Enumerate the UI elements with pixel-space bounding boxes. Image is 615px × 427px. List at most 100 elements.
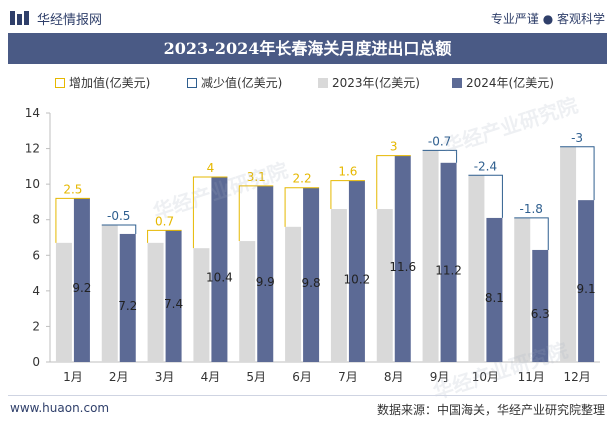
chart-legend: 增加值(亿美元) 减少值(亿美元) 2023年(亿美元) 2024年(亿美元): [0, 74, 615, 94]
change-label: 3: [390, 140, 398, 154]
legend-label-decrease: 减少值(亿美元): [201, 76, 283, 90]
y-tick-label: 14: [25, 106, 40, 120]
bar-2023: [55, 242, 72, 362]
change-bracket-increase: [284, 187, 320, 227]
value-label-2024: 11.6: [389, 260, 416, 274]
footer-divider: [8, 395, 607, 396]
change-label: 1.6: [338, 165, 357, 179]
value-label-2024: 9.8: [302, 276, 321, 290]
value-label-2024: 9.1: [577, 282, 596, 296]
brand-name: 华经情报网: [37, 13, 103, 28]
y-tick-label: 6: [32, 248, 40, 262]
change-label: 3.1: [247, 170, 266, 184]
change-label: 4: [207, 161, 215, 175]
change-bracket-increase: [55, 197, 90, 243]
bar-2023: [468, 175, 485, 362]
x-tick-label: 7月: [338, 370, 358, 384]
bar-2024: [119, 233, 136, 362]
y-tick-label: 2: [32, 319, 40, 333]
bar-2023: [330, 209, 347, 362]
change-label: -3: [571, 131, 583, 145]
value-label-2024: 10.4: [206, 271, 233, 285]
legend-label-increase: 增加值(亿美元): [69, 76, 151, 90]
top-bar: 华经情报网 专业严谨 ● 客观科学: [0, 0, 615, 36]
bar-2024: [532, 249, 549, 362]
value-label-2024: 11.2: [435, 263, 462, 277]
bar-2024: [303, 187, 320, 362]
legend-label-2024: 2024年(亿美元): [466, 76, 554, 90]
x-tick-label: 9月: [430, 370, 450, 384]
bar-2024: [348, 180, 365, 362]
change-bracket-decrease: [560, 146, 595, 201]
change-label: -0.7: [428, 134, 451, 148]
change-label: 2.2: [293, 172, 312, 186]
y-tick-label: 12: [25, 142, 40, 156]
change-bracket-increase: [192, 176, 228, 249]
bar-2024: [257, 185, 274, 362]
change-bracket-decrease: [422, 149, 458, 163]
change-bracket-decrease: [468, 174, 503, 218]
x-tick-label: 4月: [201, 370, 221, 384]
change-label: -1.8: [520, 202, 543, 216]
bar-2023: [514, 217, 531, 362]
value-label-2024: 9.9: [256, 275, 275, 289]
value-label-2024: 10.2: [344, 272, 371, 286]
bar-2023: [560, 146, 577, 362]
legend-swatch-decrease: [187, 77, 197, 88]
change-label: 2.5: [63, 182, 82, 196]
bar-2023: [376, 209, 393, 362]
value-label-2024: 6.3: [531, 307, 550, 321]
change-label: 0.7: [155, 214, 174, 228]
change-bracket-increase: [376, 155, 411, 210]
bar-2024: [394, 155, 411, 362]
legend-swatch-increase: [55, 77, 65, 88]
bar-2023: [285, 226, 302, 362]
change-bracket-increase: [238, 185, 274, 242]
value-label-2024: 7.4: [164, 297, 183, 311]
x-tick-label: 1月: [63, 370, 83, 384]
legend-item-decrease: 减少值(亿美元): [187, 74, 282, 91]
legend-swatch-2024: [452, 77, 462, 88]
x-tick-label: 6月: [292, 370, 312, 384]
y-tick-label: 10: [25, 177, 40, 191]
change-bracket-increase: [147, 229, 182, 243]
change-bracket-decrease: [101, 224, 137, 234]
change-label: -2.4: [474, 159, 497, 173]
bar-2024: [165, 230, 182, 362]
change-bracket-increase: [330, 180, 365, 210]
bar-2024: [486, 217, 503, 362]
bar-2024: [440, 162, 457, 362]
value-label-2024: 7.2: [118, 299, 137, 313]
brand-logo-icon: [10, 11, 29, 25]
change-label: -0.5: [107, 209, 130, 223]
bar-2024: [73, 198, 90, 362]
x-tick-label: 3月: [155, 370, 175, 384]
x-tick-label: 8月: [384, 370, 404, 384]
y-tick-label: 0: [32, 355, 40, 369]
x-tick-label: 12月: [563, 370, 590, 384]
legend-item-2023: 2023年(亿美元): [318, 74, 420, 91]
legend-item-increase: 增加值(亿美元): [55, 74, 150, 91]
bar-2023: [101, 225, 118, 362]
y-tick-label: 8: [32, 213, 40, 227]
legend-swatch-2023: [318, 77, 328, 88]
x-tick-label: 11月: [518, 370, 545, 384]
bar-2023: [422, 150, 439, 362]
bar-2024: [211, 177, 228, 362]
y-tick-label: 4: [32, 284, 40, 298]
legend-item-2024: 2024年(亿美元): [452, 74, 554, 91]
bar-2024: [578, 200, 595, 362]
value-label-2024: 9.2: [72, 281, 91, 295]
value-label-2024: 8.1: [485, 291, 504, 305]
legend-label-2023: 2023年(亿美元): [332, 76, 420, 90]
footer-source: 数据来源：中国海关，华经产业研究院整理: [376, 403, 605, 417]
chart-title: 2023-2024年长春海关月度进出口总额: [8, 33, 607, 64]
bar-2023: [193, 248, 210, 362]
x-tick-label: 5月: [246, 370, 266, 384]
x-tick-label: 10月: [472, 370, 499, 384]
header-tagline: 专业严谨 ● 客观科学: [490, 12, 605, 26]
bar-chart: 0 2 4 6 8 10 12 14 2.5 9.2 1月 -0.5 7.2 2月 0.7 7.4 3月 4 10.…: [25, 106, 600, 384]
bar-2023: [239, 241, 256, 362]
change-bracket-decrease: [514, 217, 549, 250]
